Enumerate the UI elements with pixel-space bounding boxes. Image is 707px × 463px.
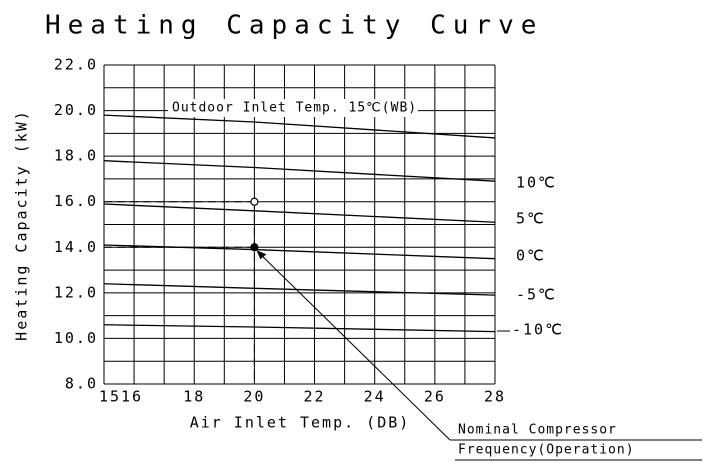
y-tick-label: 10.0 [54,329,98,347]
y-tick-label: 16.0 [54,192,98,210]
series-line [103,324,496,333]
annotation: Nominal Compressor [458,423,617,438]
series-line [103,160,496,182]
y-axis-label: Heating Capacity (kW) [13,109,31,341]
annotation: Frequency(Operation) [458,443,635,458]
arrow-head [256,250,267,260]
annotation-arrow [257,250,451,441]
x-tick-label: 20 [243,388,265,406]
y-tick-label: 18.0 [54,147,98,165]
y-tick-label: 22.0 [54,56,98,74]
label-bg [168,99,418,117]
series-line [103,114,496,139]
series-label: 5℃ [516,210,546,228]
x-tick-label: 28 [484,388,506,406]
x-tick-label: 22 [304,388,326,406]
x-tick-label: 24 [364,388,386,406]
series-label: 0℃ [516,247,546,265]
x-tick-label: 18 [183,388,205,406]
y-tick-label: 8.0 [65,375,98,393]
series-line [103,283,496,296]
y-tick-label: 14.0 [54,238,98,256]
series-label: Outdoor Inlet Temp. 15℃(WB) [172,101,417,116]
x-tick-label: 15 [99,388,121,406]
x-tick-label: 26 [424,388,446,406]
series-label: -5℃ [516,286,557,304]
y-tick-label: 12.0 [54,283,98,301]
series-label: 10℃ [516,174,557,192]
x-tick-label: 16 [121,388,143,406]
point [250,243,259,252]
chart-title: Heating Capacity Curve [45,11,543,41]
series-label: -10℃ [512,321,564,339]
x-axis-label: Air Inlet Temp. (DB) [190,414,411,432]
point [250,197,259,206]
series-line [103,203,496,223]
y-tick-label: 20.0 [54,101,98,119]
